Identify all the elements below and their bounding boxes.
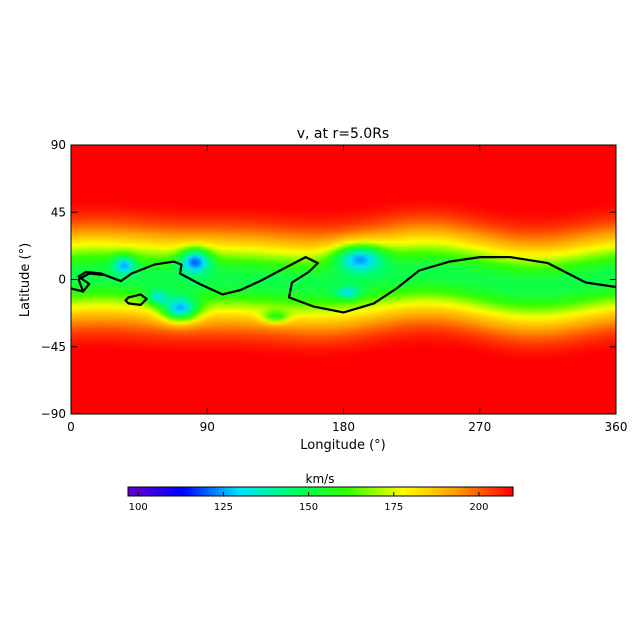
y-tick-label: 90 bbox=[51, 138, 66, 152]
x-axis-label: Longitude (°) bbox=[300, 438, 385, 453]
x-tick-label: 90 bbox=[200, 420, 215, 434]
y-axis: 90 45 0 −45 −90 bbox=[41, 138, 616, 421]
colorbar-tick-label: 150 bbox=[299, 502, 318, 513]
neutral-line-loop bbox=[124, 293, 148, 306]
y-tick-label: −45 bbox=[41, 340, 66, 354]
colorbar-tick-label: 125 bbox=[214, 502, 233, 513]
colorbar-ticks: 100 125 150 175 200 bbox=[129, 492, 488, 513]
colorbar-strip bbox=[127, 486, 514, 497]
speed-heatmap bbox=[71, 145, 616, 414]
y-tick-label: −90 bbox=[41, 407, 66, 421]
colorbar-tick-label: 200 bbox=[469, 502, 488, 513]
y-tick-label: 0 bbox=[58, 273, 66, 287]
colorbar-tick-label: 175 bbox=[384, 502, 403, 513]
x-tick-label: 360 bbox=[605, 420, 628, 434]
colorbar-tick-label: 100 bbox=[129, 502, 148, 513]
y-axis-label: Latitude (°) bbox=[18, 243, 33, 317]
y-tick-label: 45 bbox=[51, 205, 66, 219]
neutral-lines bbox=[71, 256, 616, 314]
chart-title: v, at r=5.0Rs bbox=[297, 126, 389, 142]
plot-area bbox=[70, 144, 617, 415]
x-tick-label: 180 bbox=[332, 420, 355, 434]
neutral-line-branch bbox=[77, 272, 123, 293]
x-axis: 0 90 180 270 360 bbox=[67, 145, 627, 434]
colorbar-label: km/s bbox=[306, 472, 335, 486]
x-tick-label: 0 bbox=[67, 420, 75, 434]
x-tick-label: 270 bbox=[468, 420, 491, 434]
colorbar: km/s 100 125 150 175 200 bbox=[127, 472, 514, 513]
